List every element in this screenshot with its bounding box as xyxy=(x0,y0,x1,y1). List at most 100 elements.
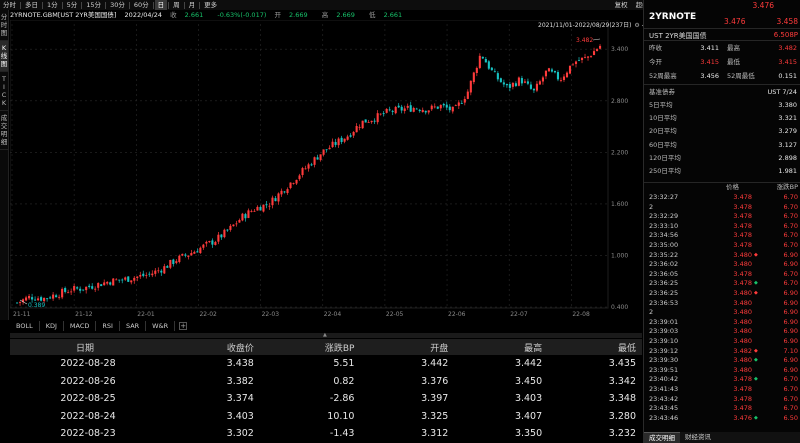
candle-body xyxy=(118,279,121,281)
tick-time: 23:32:27 xyxy=(649,193,679,201)
table-cell: 3.438 xyxy=(226,358,254,370)
candle-body xyxy=(250,211,253,212)
candle-body xyxy=(478,55,481,68)
column-header[interactable]: 开盘 xyxy=(360,339,455,355)
splitter-arrow-icon[interactable]: ▲ xyxy=(323,332,327,338)
divider xyxy=(644,28,800,29)
tick-time: 2 xyxy=(649,202,654,211)
tick-row: 23:43:45 3.478 6.70 xyxy=(644,404,800,413)
tick-bp: 6.90 xyxy=(783,356,798,365)
period-tab[interactable]: 多日 xyxy=(25,1,38,9)
panel-tab[interactable]: 成交明细 xyxy=(644,431,680,443)
candlestick-chart[interactable]: 3.400 2.800 2.200 1.600 1.000 0.400 21-11 21-12… xyxy=(10,20,645,320)
quote-value: 3.415 xyxy=(778,58,797,66)
panel-splitter[interactable]: ▲ xyxy=(10,333,642,338)
quote-panel: 3.476 2YRNOTE 3.476 3.458 UST 2YR美国国债 6.… xyxy=(643,0,800,443)
tick-time: 23:36:02 xyxy=(649,260,679,269)
table-row[interactable]: 2022-08-24 3.403 10.10 3.325 3.407 3.280 xyxy=(10,408,642,426)
indicator-tab[interactable]: W&R xyxy=(146,321,176,331)
candle-body xyxy=(178,255,181,262)
candle-body xyxy=(454,105,457,107)
period-tab[interactable]: 5分 xyxy=(66,1,78,9)
candle-body xyxy=(67,292,70,294)
quote-yield: 6.508P xyxy=(773,31,798,39)
left-tab[interactable]: 分时图 xyxy=(0,10,8,41)
divider xyxy=(644,182,800,183)
ticks-header-bp: 涨跌BP xyxy=(776,183,798,191)
column-header[interactable]: 日期 xyxy=(10,339,167,355)
column-header[interactable]: 收盘价 xyxy=(166,339,260,355)
candle-body xyxy=(523,81,526,83)
candle-body xyxy=(25,297,28,301)
open-label: 开 xyxy=(274,11,281,19)
table-row[interactable]: 2022-08-28 3.438 5.51 3.442 3.442 3.435 xyxy=(10,355,642,373)
table-row[interactable]: 2022-08-26 3.382 0.82 3.376 3.450 3.342 xyxy=(10,373,642,391)
period-tab[interactable]: 日 xyxy=(154,0,168,10)
table-cell: 3.302 xyxy=(226,428,254,440)
indicator-tab[interactable]: KDJ xyxy=(40,321,64,331)
candle-body xyxy=(586,56,590,58)
info-change: -0.63%(-0.017) xyxy=(217,11,267,19)
tick-time: 23:43:45 xyxy=(649,404,679,413)
candle-body xyxy=(151,273,154,276)
period-tab[interactable]: 更多 xyxy=(204,1,218,9)
column-header[interactable]: 最低 xyxy=(548,339,642,355)
add-indicator-icon[interactable]: + xyxy=(179,322,188,330)
candle-body xyxy=(427,110,430,113)
period-tab[interactable]: 60分 xyxy=(133,1,149,9)
candle-body xyxy=(460,103,463,104)
table-cell: 5.51 xyxy=(333,358,355,370)
quote-value: 3.415 xyxy=(700,58,719,66)
candle-body xyxy=(544,70,548,77)
table-cell: 2022-08-26 xyxy=(60,375,116,387)
candle-body xyxy=(412,107,415,112)
candle-body xyxy=(361,120,364,129)
tick-time: 23:35:22 xyxy=(649,250,679,259)
column-header[interactable]: 最高 xyxy=(454,339,549,355)
table-cell: 3.382 xyxy=(226,375,254,387)
settings-icon[interactable]: ⚙ xyxy=(634,22,640,29)
indicator-tab[interactable]: RSI xyxy=(96,321,120,331)
period-tab[interactable]: 分时 xyxy=(3,1,16,9)
chart-canvas[interactable]: 3.400 2.800 2.200 1.600 1.000 0.400 21-11 21-12… xyxy=(10,20,642,320)
candle-body xyxy=(364,119,367,123)
average-label: 20日平均 xyxy=(649,127,677,136)
candle-body xyxy=(328,147,331,150)
tick-price: 3.478 xyxy=(733,241,752,249)
table-row[interactable]: 2022-08-23 3.302 -1.43 3.312 3.350 3.232 xyxy=(10,425,642,443)
indicator-tab[interactable]: BOLL xyxy=(10,321,40,331)
toolbar-tool-item[interactable]: 复权 xyxy=(614,1,628,9)
period-tab[interactable]: 周 xyxy=(173,1,180,9)
period-tab[interactable]: 30分 xyxy=(110,1,125,9)
x-tick-label: 22-02 xyxy=(199,311,217,318)
tick-time: 23:41:43 xyxy=(649,385,679,393)
column-header[interactable]: 涨跌BP xyxy=(259,339,361,355)
candle-body xyxy=(406,105,409,108)
table-cell: 3.376 xyxy=(421,375,449,387)
left-tab[interactable]: 成交明细 xyxy=(0,111,8,150)
average-value: 3.380 xyxy=(778,101,797,109)
table-row[interactable]: 2022-08-25 3.374 -2.86 3.397 3.403 3.348 xyxy=(10,390,642,408)
tick-bp: 6.70 xyxy=(783,404,798,413)
period-tab[interactable]: 月 xyxy=(188,1,196,9)
candle-body xyxy=(451,106,454,112)
base-bond-value: UST 7/24 xyxy=(767,88,797,96)
indicator-tab[interactable]: MACD xyxy=(64,321,97,331)
indicator-tab[interactable]: SAR xyxy=(120,321,147,331)
period-tab[interactable]: 15分 xyxy=(86,1,102,9)
candle-body xyxy=(160,270,163,273)
info-date: 2022/04/24 xyxy=(124,11,163,19)
y-tick-label: 0.400 xyxy=(611,304,628,311)
candle-body xyxy=(148,273,151,275)
candle-body xyxy=(43,297,46,302)
tick-price: 3.480 xyxy=(733,365,752,374)
candle-body xyxy=(268,205,271,207)
candle-body xyxy=(463,99,466,103)
candle-body xyxy=(46,298,49,300)
y-tick-label: 1.600 xyxy=(611,201,628,208)
period-tab[interactable]: 1分 xyxy=(47,1,58,9)
average-label: 60日平均 xyxy=(649,140,677,149)
panel-tab[interactable]: 财经资讯 xyxy=(685,433,711,441)
